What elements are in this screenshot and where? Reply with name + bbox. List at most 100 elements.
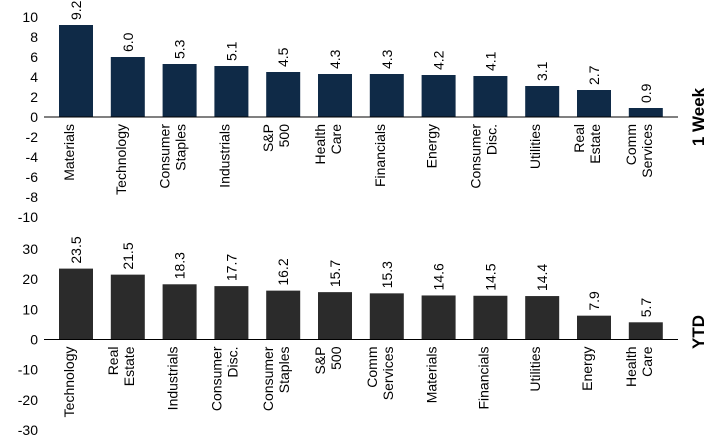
category-label-line: Services	[380, 347, 396, 401]
bar	[266, 290, 301, 340]
y-tick-label: 30	[22, 241, 38, 257]
bar	[266, 72, 301, 117]
category-label-line: Consumer	[467, 124, 483, 189]
category-label: Utilities	[527, 347, 543, 392]
category-label: Energy	[579, 347, 595, 391]
category-label: CommServices	[364, 347, 396, 401]
bar	[525, 296, 560, 340]
category-label-line: Materials	[61, 124, 77, 181]
bar	[369, 293, 404, 340]
category-label-line: Consumer	[260, 346, 276, 411]
category-label: Technology	[113, 124, 129, 195]
data-label: 9.2	[68, 0, 84, 20]
category-label-line: Care	[639, 346, 655, 377]
category-label-line: Care	[328, 124, 344, 155]
bar	[577, 315, 611, 340]
category-label: Financials	[475, 347, 491, 410]
bar	[59, 25, 93, 117]
data-label: 5.7	[638, 298, 654, 318]
bar	[318, 74, 352, 117]
y-tick-label: 6	[30, 49, 38, 65]
bar	[369, 74, 404, 117]
category-label: HealthCare	[312, 124, 344, 165]
category-label-line: Financials	[372, 124, 388, 187]
y-tick-label: -10	[18, 362, 38, 378]
y-tick-label: 8	[30, 29, 38, 45]
category-label-line: Energy	[579, 347, 595, 391]
category-label: RealEstate	[105, 346, 137, 386]
y-tick-label: 0	[30, 332, 38, 348]
category-label-line: Staples	[173, 124, 189, 171]
y-tick-label: -30	[18, 422, 38, 436]
bar	[318, 292, 352, 340]
category-label-line: S&P	[260, 124, 276, 152]
data-label: 2.7	[586, 65, 602, 85]
data-label: 17.7	[223, 254, 239, 281]
category-label: S&P500	[312, 346, 344, 374]
data-label: 14.5	[482, 263, 498, 290]
category-label: Industrials	[216, 124, 232, 188]
y-tick-label: -6	[26, 169, 39, 185]
category-label: RealEstate	[571, 124, 603, 164]
category-label-line: Real	[571, 124, 587, 153]
data-label: 15.7	[327, 260, 343, 287]
bar	[214, 66, 249, 117]
bar	[110, 274, 145, 340]
bar	[473, 295, 508, 340]
category-label-line: S&P	[312, 347, 328, 375]
category-label-line: Services	[639, 124, 655, 178]
category-label-line: Energy	[424, 124, 440, 168]
data-label: 14.4	[534, 264, 550, 291]
bar	[59, 268, 93, 340]
data-label: 6.0	[120, 32, 136, 52]
category-label-line: Real	[105, 347, 121, 376]
y-tick-label: -4	[26, 149, 39, 165]
category-label-line: Disc.	[483, 124, 499, 155]
data-label: 16.2	[275, 258, 291, 285]
y-tick-label: 2	[30, 89, 38, 105]
category-label-line: Industrials	[216, 124, 232, 188]
category-label-line: Materials	[424, 347, 440, 404]
category-label-line: Financials	[475, 347, 491, 410]
category-label: ConsumerStaples	[260, 346, 292, 411]
category-label: ConsumerDisc.	[467, 124, 499, 189]
bar	[525, 86, 560, 117]
bar	[110, 57, 145, 117]
category-label: Financials	[372, 124, 388, 187]
category-label-line: Comm	[364, 347, 380, 388]
category-label-line: Health	[623, 347, 639, 387]
y-tick-label: 10	[22, 301, 38, 317]
bar	[421, 75, 456, 117]
category-label: Materials	[61, 124, 77, 181]
y-tick-label: 20	[22, 271, 38, 287]
data-label: 23.5	[68, 236, 84, 263]
category-label: Utilities	[527, 124, 543, 169]
data-label: 0.9	[638, 83, 654, 103]
category-label-line: Utilities	[527, 124, 543, 169]
category-label-line: Industrials	[165, 347, 181, 411]
y-tick-label: -10	[18, 209, 38, 225]
y-tick-label: -20	[18, 392, 38, 408]
category-label-line: Consumer	[157, 124, 173, 189]
category-label: Materials	[424, 347, 440, 404]
y-tick-label: -2	[26, 129, 39, 145]
data-label: 3.1	[534, 61, 550, 81]
category-label: ConsumerStaples	[157, 124, 189, 189]
category-label-line: Estate	[121, 346, 137, 386]
data-label: 4.3	[327, 49, 343, 69]
category-label-line: Health	[312, 124, 328, 164]
data-label: 14.6	[431, 263, 447, 290]
y-tick-label: 10	[22, 9, 38, 25]
category-label: CommServices	[623, 124, 655, 178]
category-label-line: Comm	[623, 124, 639, 165]
category-label-line: Utilities	[527, 347, 543, 392]
category-label: Industrials	[165, 347, 181, 411]
category-label: S&P500	[260, 124, 292, 152]
bar	[162, 284, 197, 340]
category-label-line: 500	[276, 124, 292, 148]
category-label-line: Consumer	[208, 346, 224, 411]
category-label: Energy	[424, 124, 440, 168]
data-label: 21.5	[120, 242, 136, 269]
category-label-line: Technology	[113, 124, 129, 195]
